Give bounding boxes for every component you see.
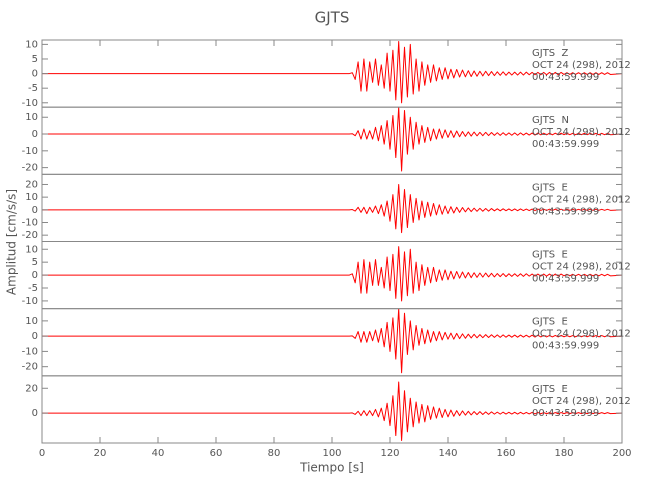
panel-label: GJTS N bbox=[532, 115, 569, 126]
x-tick-label: 180 bbox=[554, 448, 573, 459]
panel-label: GJTS E bbox=[532, 182, 568, 193]
panel-label: OCT 24 (298), 2012 bbox=[532, 127, 631, 138]
panel bbox=[42, 40, 622, 104]
y-tick-label: -10 bbox=[22, 98, 38, 109]
panel bbox=[42, 183, 622, 234]
panel bbox=[42, 308, 622, 374]
waveform bbox=[42, 308, 622, 374]
y-tick-label: -20 bbox=[22, 362, 38, 373]
panel-label: 00:43:59.999 bbox=[532, 72, 599, 83]
y-tick-label: 10 bbox=[25, 244, 38, 255]
x-tick-label: 0 bbox=[39, 448, 45, 459]
y-tick-label: 5 bbox=[32, 257, 38, 268]
y-tick-label: -20 bbox=[22, 163, 38, 174]
y-tick-label: 0 bbox=[32, 270, 38, 281]
x-tick-label: 80 bbox=[268, 448, 281, 459]
y-tick-label: 10 bbox=[25, 39, 38, 50]
x-tick-label: 100 bbox=[322, 448, 341, 459]
x-tick-label: 160 bbox=[496, 448, 515, 459]
panel-label: 00:43:59.999 bbox=[532, 341, 599, 352]
panel-label: OCT 24 (298), 2012 bbox=[532, 194, 631, 205]
panel-label: GJTS E bbox=[532, 317, 568, 328]
panel bbox=[42, 246, 622, 302]
panel-label: GJTS E bbox=[532, 250, 568, 261]
x-axis-label: Tiempo [s] bbox=[299, 461, 364, 475]
y-tick-label: 0 bbox=[32, 331, 38, 342]
y-tick-label: 0 bbox=[32, 408, 38, 419]
chart-title: GJTS bbox=[315, 9, 350, 27]
y-tick-label: -10 bbox=[22, 346, 38, 357]
y-tick-label: 0 bbox=[32, 205, 38, 216]
y-tick-label: -5 bbox=[28, 283, 38, 294]
x-tick-label: 20 bbox=[94, 448, 107, 459]
x-tick-label: 200 bbox=[612, 448, 631, 459]
y-tick-label: 5 bbox=[32, 54, 38, 65]
y-tick-label: 20 bbox=[25, 179, 38, 190]
x-tick-label: 40 bbox=[152, 448, 165, 459]
y-axis-label: Amplitud [cm/s/s] bbox=[5, 189, 19, 295]
waveform bbox=[42, 40, 622, 104]
waveform bbox=[42, 107, 622, 172]
y-tick-label: -10 bbox=[22, 217, 38, 228]
panel-label: 00:43:59.999 bbox=[532, 408, 599, 419]
panel-label: GJTS E bbox=[532, 384, 568, 395]
panel-label: OCT 24 (298), 2012 bbox=[532, 329, 631, 340]
panel-label: OCT 24 (298), 2012 bbox=[532, 60, 631, 71]
waveform bbox=[42, 246, 622, 302]
x-tick-label: 120 bbox=[380, 448, 399, 459]
y-tick-label: 10 bbox=[25, 192, 38, 203]
panel-label: 00:43:59.999 bbox=[532, 274, 599, 285]
waveform bbox=[42, 183, 622, 234]
x-tick-label: 140 bbox=[438, 448, 457, 459]
y-tick-label: 0 bbox=[32, 69, 38, 80]
panel-label: GJTS Z bbox=[532, 48, 569, 59]
y-tick-label: -5 bbox=[28, 83, 38, 94]
y-tick-label: 20 bbox=[25, 383, 38, 394]
y-tick-label: 0 bbox=[32, 129, 38, 140]
y-tick-label: 10 bbox=[25, 112, 38, 123]
y-tick-label: 10 bbox=[25, 316, 38, 327]
y-tick-label: -20 bbox=[22, 230, 38, 241]
panel bbox=[42, 107, 622, 172]
y-tick-label: -10 bbox=[22, 146, 38, 157]
x-tick-label: 60 bbox=[210, 448, 223, 459]
panel bbox=[42, 381, 622, 442]
panel-label: 00:43:59.999 bbox=[532, 139, 599, 150]
panel-label: OCT 24 (298), 2012 bbox=[532, 262, 631, 273]
panel-label: 00:43:59.999 bbox=[532, 206, 599, 217]
y-tick-label: -10 bbox=[22, 296, 38, 307]
panel-label: OCT 24 (298), 2012 bbox=[532, 396, 631, 407]
waveform bbox=[42, 381, 622, 442]
